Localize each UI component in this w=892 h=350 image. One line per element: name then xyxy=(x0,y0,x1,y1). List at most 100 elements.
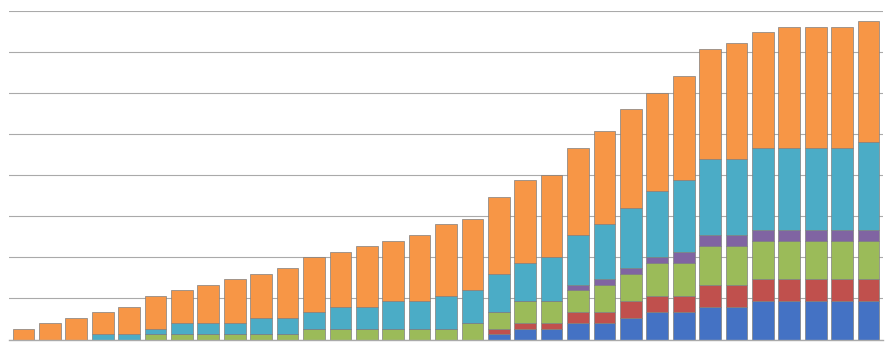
Bar xyxy=(461,323,483,340)
Bar xyxy=(726,307,747,340)
Bar xyxy=(699,159,721,235)
Bar xyxy=(567,285,589,290)
Bar xyxy=(858,279,880,301)
Bar xyxy=(726,159,747,235)
Bar xyxy=(224,334,245,340)
Bar xyxy=(594,279,615,285)
Bar xyxy=(858,230,880,241)
Bar xyxy=(303,312,325,329)
Bar xyxy=(567,235,589,285)
Bar xyxy=(752,33,773,148)
Bar xyxy=(251,334,272,340)
Bar xyxy=(435,329,457,340)
Bar xyxy=(620,301,641,317)
Bar xyxy=(752,279,773,301)
Bar xyxy=(39,323,61,340)
Bar xyxy=(541,257,563,301)
Bar xyxy=(251,274,272,317)
Bar xyxy=(699,49,721,159)
Bar xyxy=(594,131,615,224)
Bar xyxy=(620,109,641,208)
Bar xyxy=(699,307,721,340)
Bar xyxy=(673,263,695,296)
Bar xyxy=(409,301,431,329)
Bar xyxy=(567,323,589,340)
Bar xyxy=(805,241,827,279)
Bar xyxy=(726,285,747,307)
Bar xyxy=(145,329,166,334)
Bar xyxy=(65,317,87,339)
Bar xyxy=(383,301,404,329)
Bar xyxy=(567,312,589,323)
Bar xyxy=(858,301,880,340)
Bar xyxy=(805,148,827,230)
Bar xyxy=(831,148,853,230)
Bar xyxy=(515,329,536,340)
Bar xyxy=(594,285,615,312)
Bar xyxy=(515,301,536,323)
Bar xyxy=(805,301,827,340)
Bar xyxy=(805,27,827,148)
Bar xyxy=(277,268,298,317)
Bar xyxy=(488,312,509,329)
Bar xyxy=(356,329,377,340)
Bar xyxy=(567,290,589,312)
Bar xyxy=(620,274,641,301)
Bar xyxy=(197,334,219,340)
Bar xyxy=(594,224,615,279)
Bar xyxy=(567,148,589,235)
Bar xyxy=(488,197,509,274)
Bar xyxy=(673,296,695,312)
Bar xyxy=(515,263,536,301)
Bar xyxy=(647,93,668,191)
Bar xyxy=(726,235,747,246)
Bar xyxy=(647,312,668,340)
Bar xyxy=(779,301,800,340)
Bar xyxy=(356,246,377,307)
Bar xyxy=(779,279,800,301)
Bar xyxy=(541,323,563,329)
Bar xyxy=(171,323,193,334)
Bar xyxy=(858,142,880,230)
Bar xyxy=(831,27,853,148)
Bar xyxy=(197,323,219,334)
Bar xyxy=(92,312,113,334)
Bar xyxy=(461,219,483,290)
Bar xyxy=(620,268,641,274)
Bar xyxy=(541,175,563,257)
Bar xyxy=(145,334,166,340)
Bar xyxy=(12,329,34,340)
Bar xyxy=(488,274,509,312)
Bar xyxy=(251,317,272,334)
Bar xyxy=(541,329,563,340)
Bar xyxy=(699,285,721,307)
Bar xyxy=(303,257,325,312)
Bar xyxy=(119,307,140,334)
Bar xyxy=(594,323,615,340)
Bar xyxy=(488,329,509,334)
Bar xyxy=(831,241,853,279)
Bar xyxy=(92,334,113,340)
Bar xyxy=(779,230,800,241)
Bar xyxy=(647,257,668,263)
Bar xyxy=(805,279,827,301)
Bar xyxy=(858,241,880,279)
Bar xyxy=(383,241,404,301)
Bar xyxy=(620,208,641,268)
Bar xyxy=(409,329,431,340)
Bar xyxy=(752,241,773,279)
Bar xyxy=(726,246,747,285)
Bar xyxy=(356,307,377,329)
Bar xyxy=(197,285,219,323)
Bar xyxy=(329,307,351,329)
Bar xyxy=(461,290,483,323)
Bar xyxy=(831,230,853,241)
Bar xyxy=(647,191,668,257)
Bar xyxy=(779,27,800,148)
Bar xyxy=(594,312,615,323)
Bar xyxy=(726,43,747,159)
Bar xyxy=(673,76,695,181)
Bar xyxy=(779,241,800,279)
Bar xyxy=(699,235,721,246)
Bar xyxy=(779,148,800,230)
